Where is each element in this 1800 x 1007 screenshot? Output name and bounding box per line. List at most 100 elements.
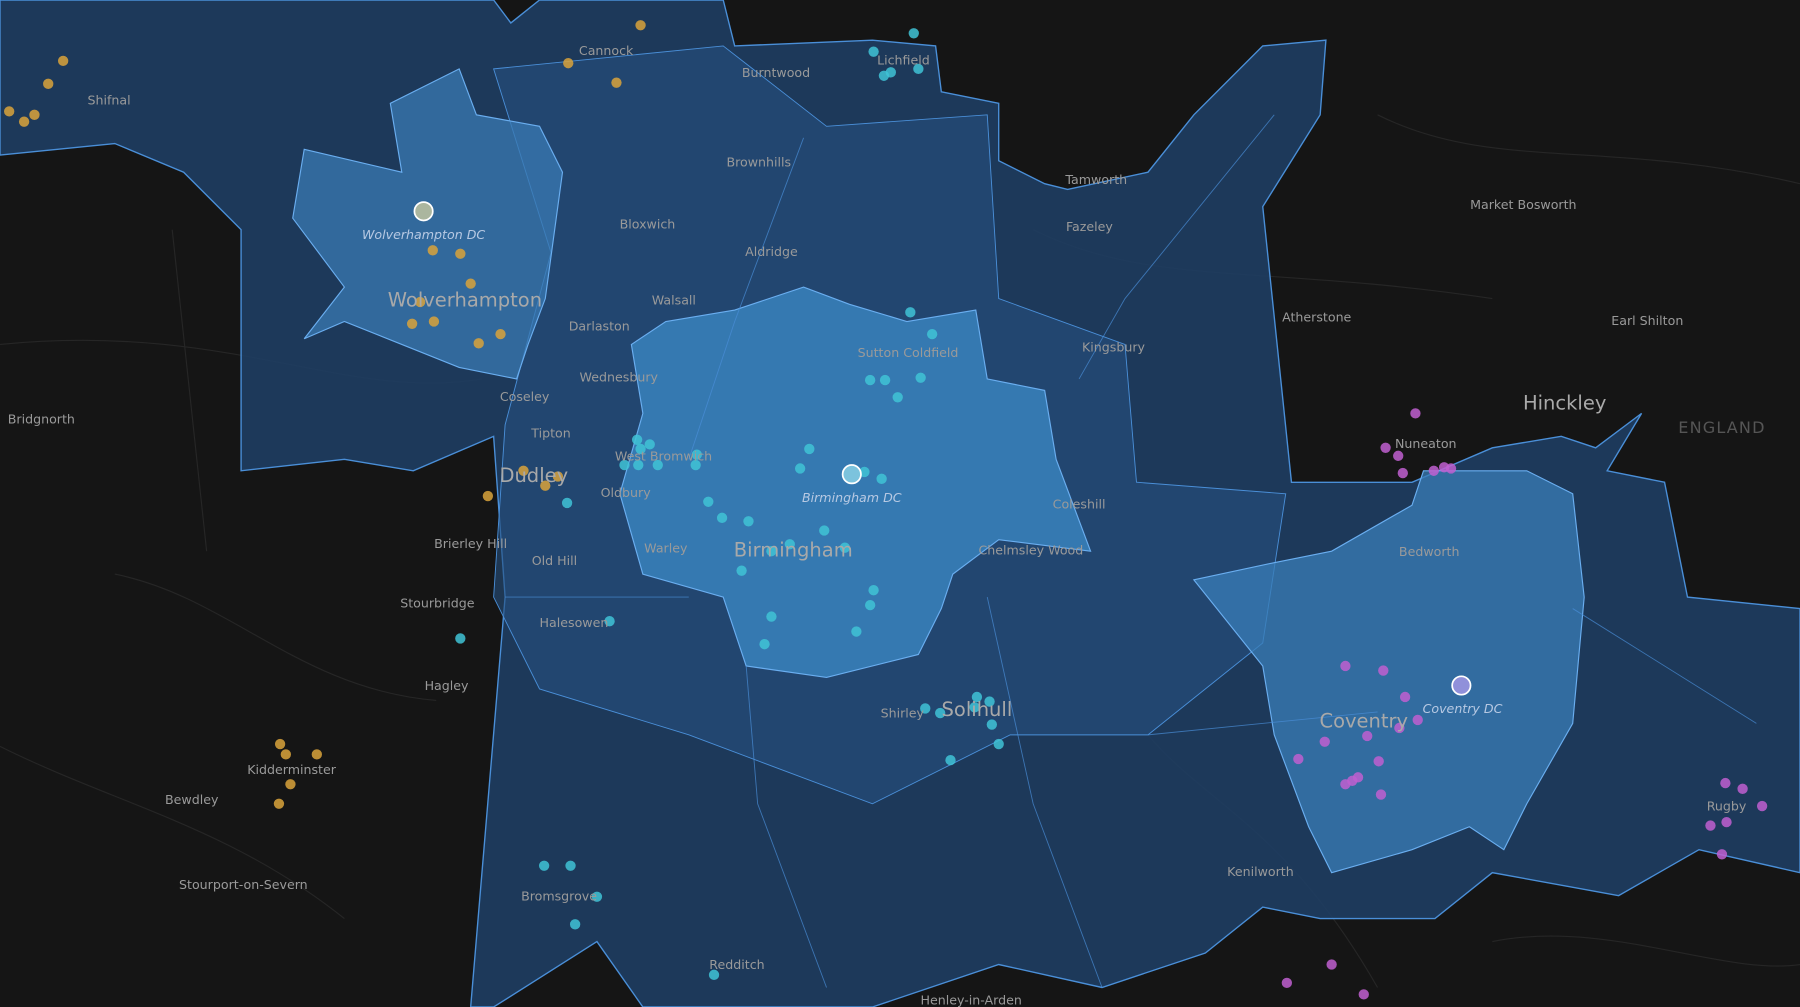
place-label: Tipton [530,426,570,441]
store-point [644,439,655,450]
place-label: Cannock [579,43,634,58]
store-point [984,696,995,707]
place-label: Wednesbury [580,369,659,384]
store-point [427,245,438,256]
store-point [868,46,879,57]
store-point [4,106,15,117]
store-point [406,318,418,329]
city-label: Coventry [1319,710,1408,733]
boundary-line [986,596,1103,988]
store-point [552,471,564,482]
store-point [1399,691,1411,703]
store-point [619,459,630,471]
store-point [945,754,956,766]
store-point [859,466,870,478]
store-point [1410,408,1421,419]
store-point [1394,722,1405,734]
store-point [518,465,529,476]
place-label: Earl Shilton [1611,313,1683,328]
store-point [569,919,581,930]
coventry-area [1192,470,1585,874]
store-point [1281,977,1293,989]
store-point [1445,463,1457,474]
store-point [591,891,603,902]
place-label: Old Hill [532,553,577,568]
store-point [635,443,646,455]
place-label: Fazeley [1066,219,1113,234]
place-label: Tamworth [1064,172,1127,187]
place-label: Brownhills [726,155,791,170]
store-point [1720,777,1731,789]
store-point [892,392,903,403]
store-point [1362,730,1373,742]
store-point [885,67,896,78]
store-point [708,969,720,981]
store-point [993,738,1004,750]
store-point [1375,789,1387,800]
store-point [274,738,286,750]
place-label: Sutton Coldfield [858,345,959,360]
store-point [473,338,484,349]
region-label: ENGLAND [1678,418,1765,437]
store-point [935,707,946,719]
store-point [1373,756,1384,767]
store-point [864,374,876,386]
store-point [18,116,30,127]
place-label: Halesowen [540,615,609,630]
place-label: Bloxwich [620,217,676,232]
place-label: Redditch [709,957,764,972]
boundary-line [745,665,827,988]
store-point [1393,450,1404,462]
store-point [428,316,440,327]
store-point [766,611,777,622]
labels: Shifnal Cannock Burntwood Lichfield Brownhil… [8,43,1765,1007]
store-point [915,372,926,383]
place-label: Warley [644,540,688,555]
city-label: Solihull [942,698,1013,721]
city-label: Wolverhampton [388,288,542,311]
place-label: Stourbridge [400,595,475,610]
boundary-line [1572,608,1757,724]
place-label: Rugby [1707,799,1747,814]
store-point [851,626,862,637]
store-point [1340,660,1351,672]
place-label: Atherstone [1282,310,1351,325]
depot-marker [841,464,862,485]
place-label: Lichfield [877,52,930,67]
store-point [819,525,830,536]
store-point [716,512,728,524]
store-point [455,633,466,644]
wolverhampton-area [292,68,564,380]
store-point [969,702,980,713]
store-point [868,585,879,596]
store-point [1428,465,1439,476]
city-label: Hinckley [1523,392,1606,415]
store-point [703,496,714,507]
boundary-line [1147,711,1378,736]
store-point [691,449,702,460]
store-point [766,545,777,557]
boundary-line [688,137,805,460]
store-point [864,599,876,611]
store-point [563,57,574,69]
store-point [280,749,292,760]
depot-label: Wolverhampton DC [362,227,485,242]
store-point [1397,467,1408,479]
store-point [794,463,806,474]
points [4,20,1768,1000]
store-point [465,278,476,289]
store-point [565,860,576,871]
store-point [926,328,938,340]
store-point [29,109,40,120]
place-label: Bromsgrove [521,888,597,903]
store-point [455,248,466,259]
place-label: Kidderminster [247,762,337,777]
store-point [759,638,770,650]
store-point [743,516,754,527]
place-label: Brierley Hill [434,536,507,551]
store-point [839,542,851,553]
store-point [913,63,924,75]
store-point [1412,714,1423,726]
